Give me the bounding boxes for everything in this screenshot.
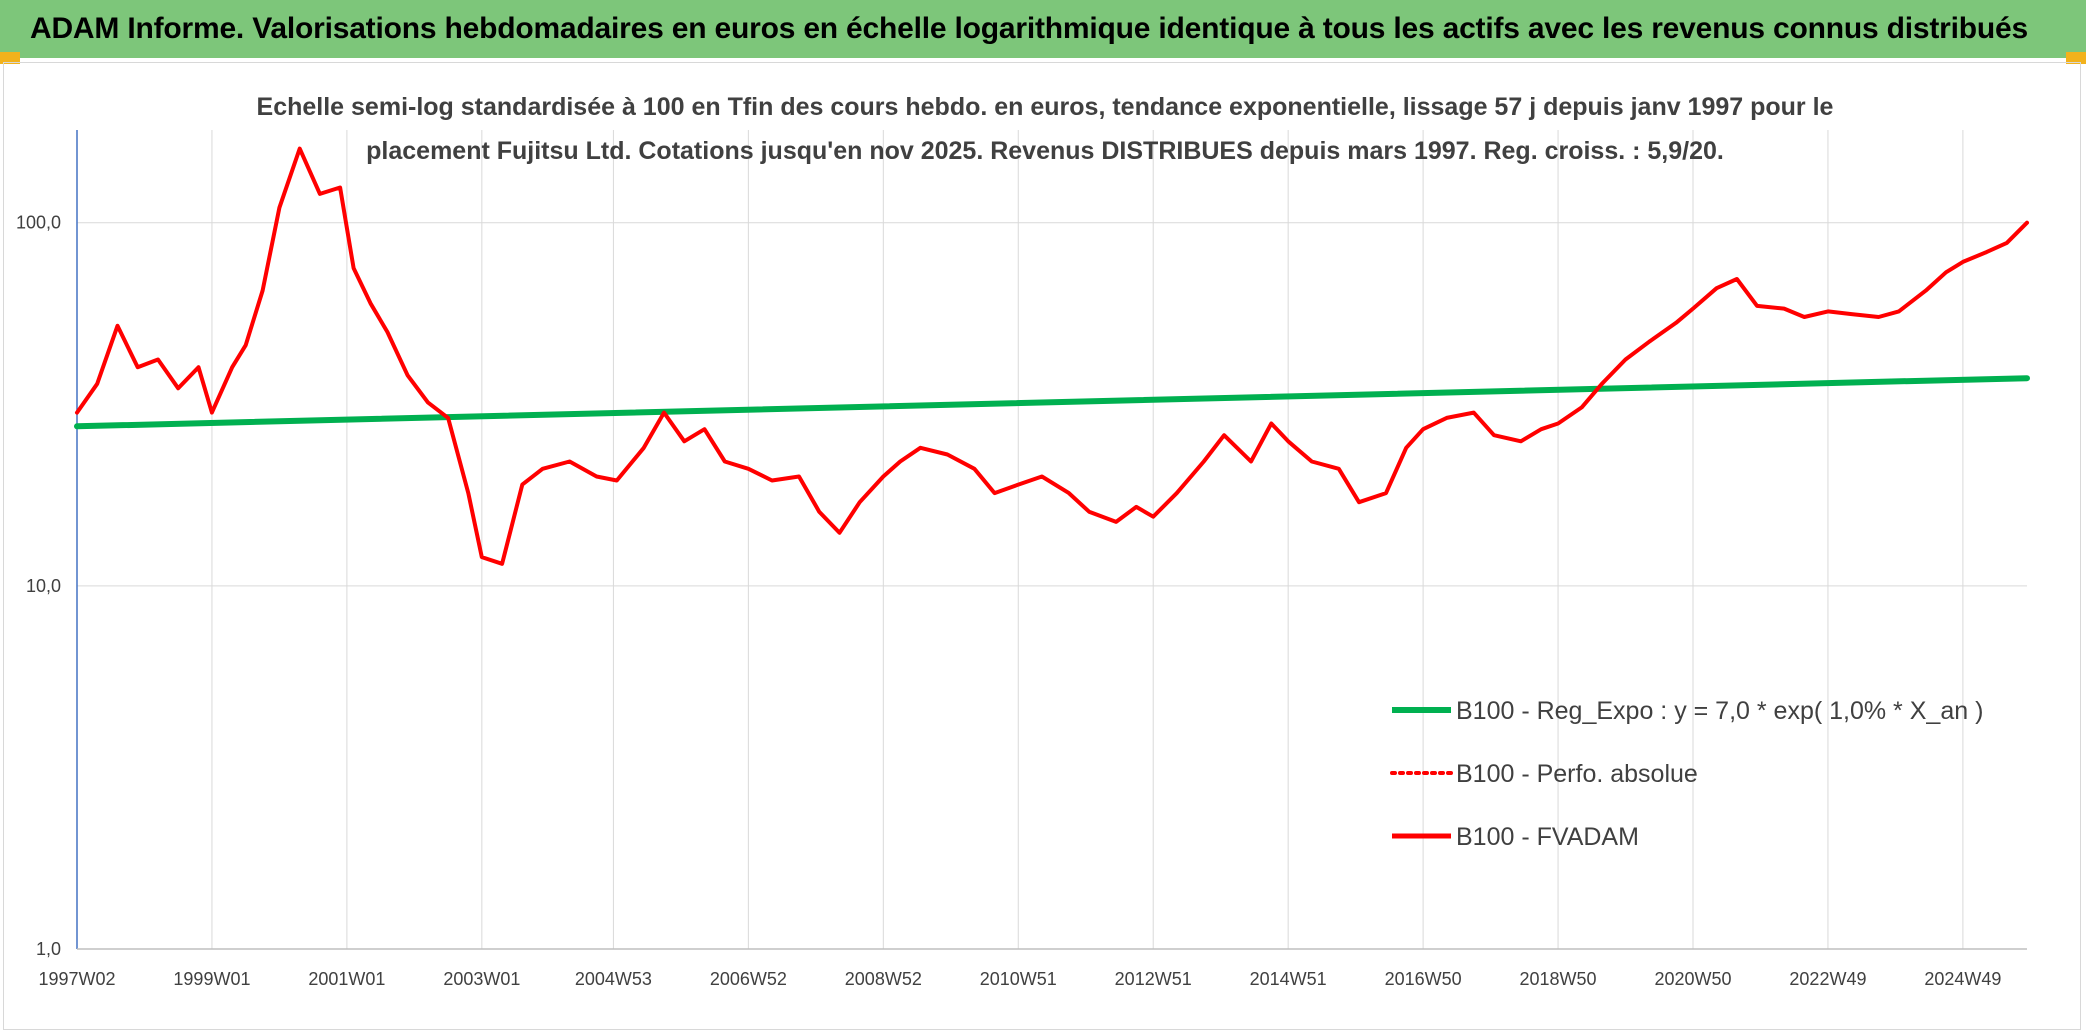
x-tick-label: 2010W51: [980, 969, 1057, 989]
x-tick-label: 2024W49: [1924, 969, 2001, 989]
x-tick-label: 1997W02: [38, 969, 115, 989]
legend: B100 - Reg_Expo : y = 7,0 * exp( 1,0% * …: [1390, 697, 1983, 851]
x-tick-label: 2008W52: [845, 969, 922, 989]
corner-accent-right: [2066, 52, 2086, 64]
x-tick-label: 2004W53: [575, 969, 652, 989]
chart-frame: [3, 62, 2081, 1030]
series-layer: [74, 146, 2030, 566]
x-tick-label: 2012W51: [1115, 969, 1192, 989]
x-tick-label: 2006W52: [710, 969, 787, 989]
x-tick-label: 1999W01: [173, 969, 250, 989]
x-tick-label: 2018W50: [1520, 969, 1597, 989]
chart-title-line: Echelle semi-log standardisée à 100 en T…: [257, 93, 1834, 121]
x-tick-label: 2022W49: [1789, 969, 1866, 989]
legend-label: B100 - Perfo. absolue: [1456, 760, 1698, 788]
header-banner: ADAM Informe. Valorisations hebdomadaire…: [0, 0, 2086, 58]
chart-title-group: Echelle semi-log standardisée à 100 en T…: [257, 93, 1834, 165]
x-tick-label: 2001W01: [308, 969, 385, 989]
x-tick-label: 2020W50: [1654, 969, 1731, 989]
axis-layer: 1997W02 1999W01 2001W01 2003W01 2004W53 2006W…: [16, 130, 2027, 989]
legend-label: B100 - FVADAM: [1456, 823, 1639, 851]
series-line-reg-expo: [74, 375, 2030, 430]
x-tick-label: 2014W51: [1250, 969, 1327, 989]
y-tick-label: 10,0: [26, 576, 61, 596]
x-tick-label: 2003W01: [443, 969, 520, 989]
legend-label: B100 - Reg_Expo : y = 7,0 * exp( 1,0% * …: [1456, 697, 1983, 725]
y-tick-label: 1,0: [36, 939, 61, 959]
corner-accent-left: [0, 52, 20, 64]
chart-title-line: placement Fujitsu Ltd. Cotations jusqu'e…: [366, 137, 1724, 165]
series-line-fvadam: [75, 146, 2029, 566]
x-tick-label: 2016W50: [1385, 969, 1462, 989]
page-title: ADAM Informe. Valorisations hebdomadaire…: [30, 12, 2028, 45]
grid-layer: [76, 130, 2027, 950]
y-tick-label: 100,0: [16, 213, 61, 233]
